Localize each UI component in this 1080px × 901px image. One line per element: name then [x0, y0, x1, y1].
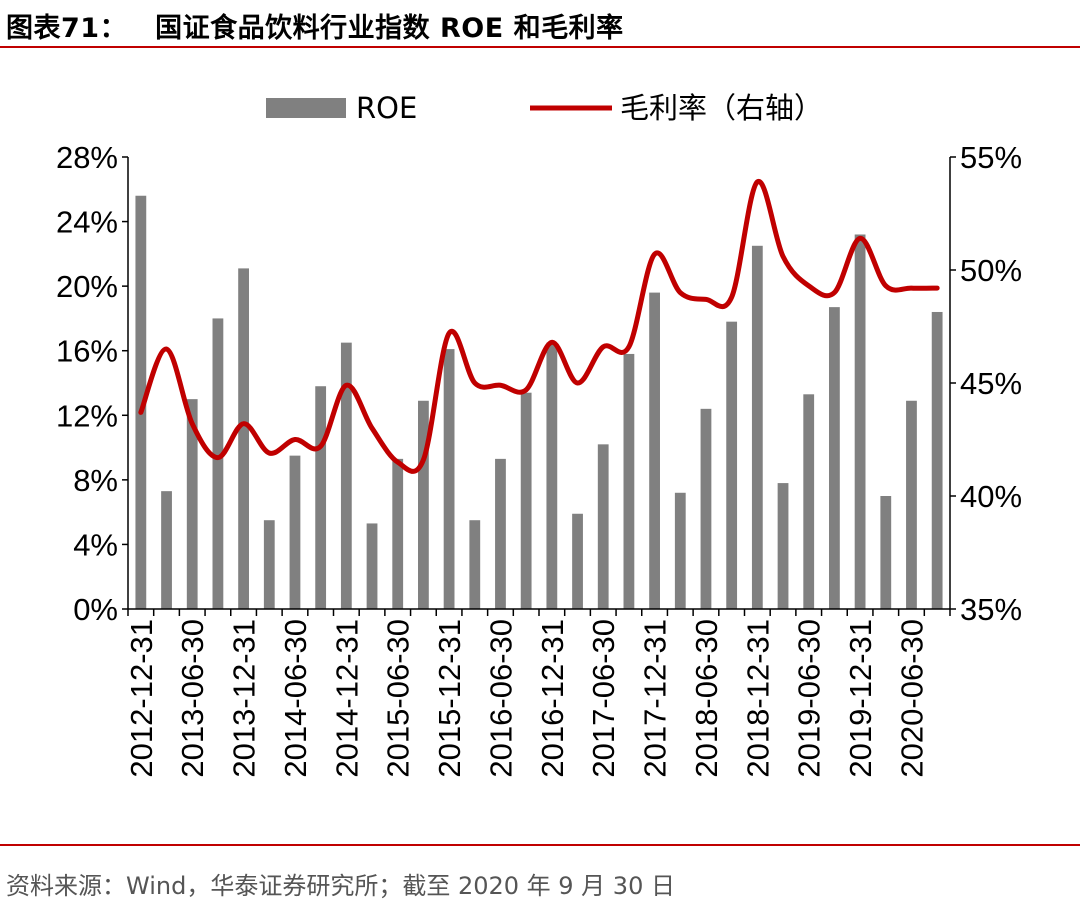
- x-tick-label: 2017-12-31: [638, 619, 673, 778]
- left-tick-label: 20%: [56, 269, 118, 304]
- roe-bar-2015-12-31: [444, 349, 455, 609]
- roe-bar-2018-06-30: [701, 409, 712, 609]
- left-tick-label: 0%: [73, 592, 118, 627]
- legend-roe-swatch: [266, 98, 346, 118]
- roe-bar-2020-09-30: [932, 312, 943, 609]
- roe-bar-2018-03-31: [675, 493, 686, 609]
- roe-bar-2014-06-30: [290, 456, 301, 609]
- axes: 0% 4% 8% 12% 16% 20% 24% 28% 35% 40% 45% 50% 55% 2012…: [56, 140, 1022, 778]
- right-tick-label: 45%: [960, 366, 1022, 401]
- roe-bar-2015-09-30: [418, 401, 429, 609]
- right-tick-label: 40%: [960, 479, 1022, 514]
- roe-bar-2015-06-30: [392, 459, 403, 609]
- x-tick-label: 2013-06-30: [175, 619, 210, 778]
- x-tick-label: 2013-12-31: [227, 619, 262, 778]
- roe-bar-2018-12-31: [752, 246, 763, 609]
- legend-roe-label: ROE: [356, 91, 417, 125]
- footer-divider: [0, 844, 1080, 846]
- x-tick-label: 2015-06-30: [381, 619, 416, 778]
- roe-bar-2013-09-30: [213, 318, 224, 609]
- roe-bar-2020-03-31: [880, 496, 891, 609]
- roe-bar-2019-06-30: [803, 394, 814, 609]
- x-tick-label: 2018-06-30: [689, 619, 724, 778]
- left-tick-label: 16%: [56, 334, 118, 369]
- gross-margin-series: [141, 181, 937, 471]
- x-tick-label: 2019-12-31: [843, 619, 878, 778]
- roe-bar-2019-03-31: [778, 483, 789, 609]
- left-tick-label: 8%: [73, 463, 118, 498]
- left-tick-label: 28%: [56, 140, 118, 175]
- roe-bar-2016-06-30: [495, 459, 506, 609]
- left-tick-label: 24%: [56, 205, 118, 240]
- roe-bar-2014-03-31: [264, 520, 275, 609]
- roe-bar-2013-12-31: [238, 268, 249, 609]
- chart-legend: ROE 毛利率（右轴）: [266, 91, 823, 125]
- roe-bar-2014-09-30: [315, 386, 326, 609]
- left-tick-label: 4%: [73, 527, 118, 562]
- chart-area: 0% 4% 8% 12% 16% 20% 24% 28% 35% 40% 45% 50% 55% 2012…: [0, 0, 1080, 840]
- roe-bars: [135, 196, 942, 609]
- x-tick-label: 2014-12-31: [329, 619, 364, 778]
- x-tick-label: 2018-12-31: [740, 619, 775, 778]
- left-tick-label: 12%: [56, 398, 118, 433]
- right-tick-label: 35%: [960, 592, 1022, 627]
- right-tick-label: 55%: [960, 140, 1022, 175]
- x-tick-label: 2020-06-30: [894, 619, 929, 778]
- roe-bar-2019-12-31: [855, 234, 866, 609]
- roe-bar-2018-09-30: [726, 322, 737, 609]
- roe-bar-2016-12-31: [546, 343, 557, 609]
- source-note: 资料来源：Wind，华泰证券研究所；截至 2020 年 9 月 30 日: [6, 866, 675, 901]
- legend-line-label: 毛利率（右轴）: [620, 91, 823, 125]
- x-tick-label: 2017-06-30: [586, 619, 621, 778]
- roe-bar-2017-03-31: [572, 514, 583, 609]
- roe-bar-2019-09-30: [829, 307, 840, 609]
- x-tick-label: 2014-06-30: [278, 619, 313, 778]
- roe-bar-2016-09-30: [521, 393, 532, 609]
- gross-margin-line: [141, 181, 937, 471]
- roe-bar-2017-06-30: [598, 444, 609, 609]
- right-tick-label: 50%: [960, 253, 1022, 288]
- x-tick-label: 2012-12-31: [124, 619, 159, 778]
- roe-bar-2014-12-31: [341, 343, 352, 609]
- roe-bar-2017-12-31: [649, 293, 660, 609]
- x-tick-label: 2016-06-30: [483, 619, 518, 778]
- roe-bar-2013-03-31: [161, 491, 172, 609]
- x-tick-label: 2019-06-30: [792, 619, 827, 778]
- x-tick-label: 2016-12-31: [535, 619, 570, 778]
- x-tick-label: 2015-12-31: [432, 619, 467, 778]
- roe-bar-2016-03-31: [469, 520, 480, 609]
- roe-bar-2017-09-30: [624, 354, 635, 609]
- roe-bar-2015-03-31: [367, 523, 378, 609]
- roe-bar-2020-06-30: [906, 401, 917, 609]
